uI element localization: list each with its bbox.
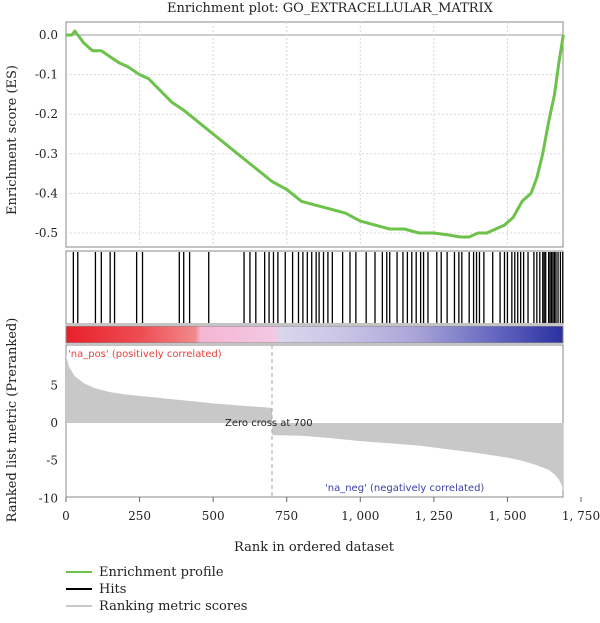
x-axis-label: Rank in ordered dataset <box>234 540 395 555</box>
es-y-axis-label: Enrichment score (ES) <box>5 65 20 215</box>
legend-entry-label: Ranking metric scores <box>99 599 247 614</box>
x-tick-label: 1, 500 <box>488 509 526 523</box>
es-panel-frame <box>65 21 564 248</box>
positive-correlation-label: 'na_pos' (positively correlated) <box>68 349 222 360</box>
x-tick-label: 1, 000 <box>341 509 379 523</box>
legend-entry-label: Enrichment profile <box>99 565 224 580</box>
ranking-tick-label: -10 <box>39 491 58 505</box>
ranking-y-axis: 5 0 -5 -10 <box>39 378 58 505</box>
ranking-negative-area <box>272 423 564 493</box>
negative-correlation-label: 'na_neg' (negatively correlated) <box>325 483 484 494</box>
hits-panel-frame <box>65 250 564 325</box>
ranking-tick-label: 0 <box>50 416 58 430</box>
hits-series <box>72 252 564 323</box>
es-y-axis: 0.0 -0.1 -0.2 -0.3 -0.4 -0.5 <box>35 28 59 240</box>
es-tick-label: 0.0 <box>39 28 58 42</box>
x-tick-label: 0 <box>62 509 70 523</box>
x-tick-label: 750 <box>275 509 298 523</box>
x-tick-label: 500 <box>202 509 225 523</box>
x-axis: 0 250 500 750 1, 000 1, 250 1, 500 1, 750 <box>62 497 600 523</box>
ranking-metric-series <box>66 355 564 493</box>
ranking-tick-label: 5 <box>50 378 58 392</box>
es-tick-label: -0.2 <box>35 107 58 121</box>
x-tick-label: 1, 750 <box>562 509 600 523</box>
chart-title: Enrichment plot: GO_EXTRACELLULAR_MATRIX <box>167 1 494 16</box>
es-tick-label: -0.3 <box>35 147 58 161</box>
enrichment-profile-line <box>66 29 565 239</box>
es-tick-label: -0.4 <box>35 186 59 200</box>
enrichment-profile-series <box>66 29 565 239</box>
rank-color-strip <box>65 325 564 344</box>
ranking-y-axis-label: Ranked list metric (Preranked) <box>5 318 20 523</box>
rank-color-bar <box>66 326 563 343</box>
es-tick-label: -0.1 <box>35 68 58 82</box>
legend: Enrichment profile Hits Ranking metric sco… <box>66 565 247 614</box>
es-tick-label: -0.5 <box>35 226 58 240</box>
legend-entry-label: Hits <box>99 582 126 597</box>
ranking-positive-area <box>66 355 272 423</box>
x-tick-label: 250 <box>128 509 151 523</box>
es-grid <box>66 22 563 247</box>
rank-color-bar-frame <box>65 325 564 344</box>
zero-cross-label: Zero cross at 700 <box>225 418 313 429</box>
x-tick-label: 1, 250 <box>415 509 453 523</box>
ranking-tick-label: -5 <box>46 454 58 468</box>
